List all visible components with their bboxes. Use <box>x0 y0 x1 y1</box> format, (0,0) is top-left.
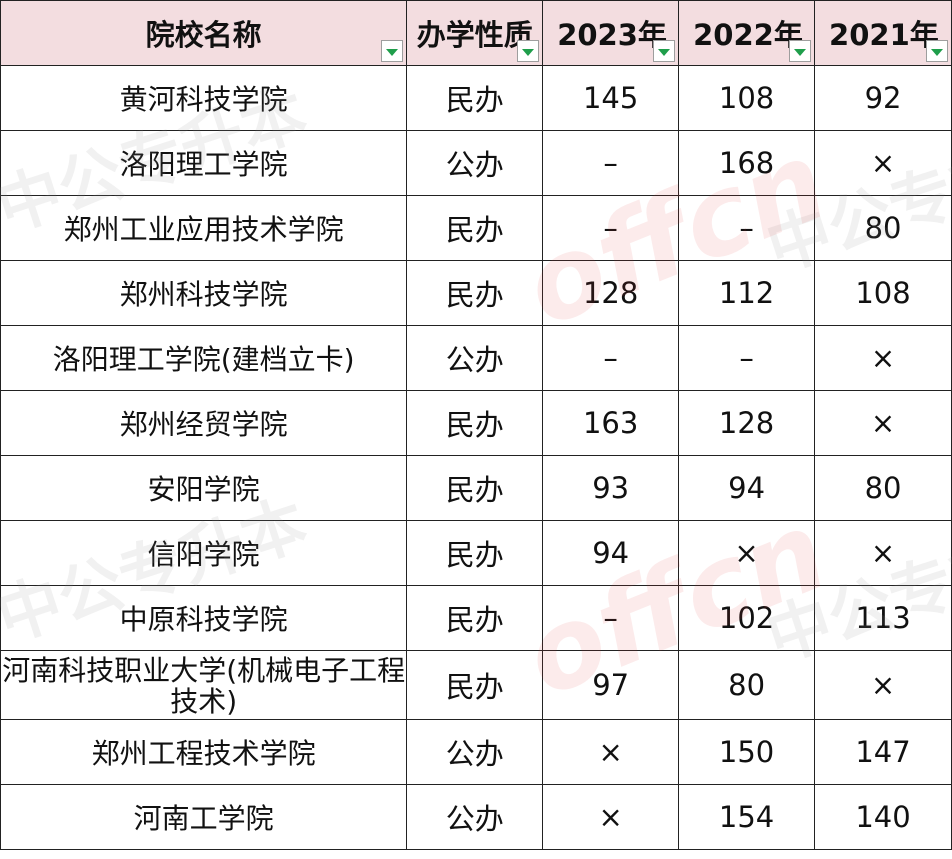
table-row: 郑州经贸学院 民办 163 128 × <box>0 390 952 456</box>
header-type: 办学性质 <box>406 0 544 66</box>
table-row: 河南工学院 公办 × 154 140 <box>0 784 952 850</box>
cell-2021[interactable]: 80 <box>814 195 952 261</box>
cell-2023[interactable]: – <box>542 195 680 261</box>
cell-type[interactable]: 民办 <box>406 260 544 326</box>
cell-2022[interactable]: 154 <box>678 784 816 850</box>
header-school: 院校名称 <box>0 0 408 66</box>
cell-2023[interactable]: – <box>542 325 680 391</box>
table-row: 洛阳理工学院(建档立卡) 公办 – – × <box>0 325 952 391</box>
header-2021: 2021年 <box>814 0 952 66</box>
table-row: 黄河科技学院 民办 145 108 92 <box>0 65 952 131</box>
table-row: 郑州工业应用技术学院 民办 – – 80 <box>0 195 952 261</box>
cell-2023[interactable]: – <box>542 130 680 196</box>
cell-2021[interactable]: 92 <box>814 65 952 131</box>
cell-2021[interactable]: × <box>814 650 952 720</box>
cell-2021[interactable]: 113 <box>814 585 952 651</box>
cell-2021[interactable]: 80 <box>814 455 952 521</box>
cell-2022[interactable]: 108 <box>678 65 816 131</box>
filter-dropdown-school[interactable] <box>381 40 404 62</box>
cell-school[interactable]: 河南科技职业大学(机械电子工程技术) <box>0 650 408 720</box>
cell-school[interactable]: 洛阳理工学院 <box>0 130 408 196</box>
cell-2023[interactable]: 163 <box>542 390 680 456</box>
cell-school[interactable]: 信阳学院 <box>0 520 408 586</box>
cell-2022[interactable]: 102 <box>678 585 816 651</box>
cell-school[interactable]: 郑州工程技术学院 <box>0 719 408 785</box>
cell-type[interactable]: 民办 <box>406 455 544 521</box>
table-row: 洛阳理工学院 公办 – 168 × <box>0 130 952 196</box>
cell-2021[interactable]: × <box>814 390 952 456</box>
cell-school[interactable]: 河南工学院 <box>0 784 408 850</box>
cell-2021[interactable]: 147 <box>814 719 952 785</box>
header-2021-label: 2021年 <box>829 18 939 52</box>
chevron-down-icon <box>658 48 671 56</box>
header-row: 院校名称 办学性质 2023年 2022年 2021年 <box>0 0 952 66</box>
cell-type[interactable]: 公办 <box>406 325 544 391</box>
cell-2022[interactable]: 80 <box>678 650 816 720</box>
table-row: 郑州工程技术学院 公办 × 150 147 <box>0 719 952 785</box>
table-row: 河南科技职业大学(机械电子工程技术) 民办 97 80 × <box>0 650 952 720</box>
cell-type[interactable]: 民办 <box>406 520 544 586</box>
cell-school[interactable]: 黄河科技学院 <box>0 65 408 131</box>
filter-dropdown-2023[interactable] <box>653 40 676 62</box>
cell-2021[interactable]: 140 <box>814 784 952 850</box>
cell-2023[interactable]: × <box>542 719 680 785</box>
cell-2023[interactable]: – <box>542 585 680 651</box>
header-2022-label: 2022年 <box>693 18 803 52</box>
filter-dropdown-2022[interactable] <box>789 40 812 62</box>
table-row: 安阳学院 民办 93 94 80 <box>0 455 952 521</box>
cell-2021[interactable]: 108 <box>814 260 952 326</box>
cell-school[interactable]: 郑州科技学院 <box>0 260 408 326</box>
cell-school[interactable]: 安阳学院 <box>0 455 408 521</box>
cell-school[interactable]: 中原科技学院 <box>0 585 408 651</box>
cell-type[interactable]: 公办 <box>406 784 544 850</box>
cell-2022[interactable]: – <box>678 325 816 391</box>
filter-dropdown-type[interactable] <box>517 40 540 62</box>
cell-2023[interactable]: 97 <box>542 650 680 720</box>
cell-type[interactable]: 民办 <box>406 650 544 720</box>
chevron-down-icon <box>794 48 807 56</box>
chevron-down-icon <box>522 48 535 56</box>
chevron-down-icon <box>931 48 943 56</box>
cell-2023[interactable]: 145 <box>542 65 680 131</box>
cell-school[interactable]: 郑州工业应用技术学院 <box>0 195 408 261</box>
header-2022: 2022年 <box>678 0 816 66</box>
cell-school[interactable]: 洛阳理工学院(建档立卡) <box>0 325 408 391</box>
cell-2022[interactable]: 150 <box>678 719 816 785</box>
header-2023-label: 2023年 <box>557 18 667 52</box>
table-row: 信阳学院 民办 94 × × <box>0 520 952 586</box>
filter-dropdown-2021[interactable] <box>926 40 948 62</box>
cell-2022[interactable]: – <box>678 195 816 261</box>
cell-2023[interactable]: 128 <box>542 260 680 326</box>
chevron-down-icon <box>386 48 399 56</box>
cell-type[interactable]: 民办 <box>406 65 544 131</box>
cell-2022[interactable]: 94 <box>678 455 816 521</box>
cell-2023[interactable]: 93 <box>542 455 680 521</box>
cell-type[interactable]: 公办 <box>406 130 544 196</box>
cell-2023[interactable]: 94 <box>542 520 680 586</box>
cell-2021[interactable]: × <box>814 520 952 586</box>
table-row: 中原科技学院 民办 – 102 113 <box>0 585 952 651</box>
header-school-label: 院校名称 <box>145 18 262 52</box>
cell-type[interactable]: 民办 <box>406 195 544 261</box>
header-type-label: 办学性质 <box>416 18 533 52</box>
cell-2021[interactable]: × <box>814 325 952 391</box>
cell-2021[interactable]: × <box>814 130 952 196</box>
cell-2022[interactable]: 128 <box>678 390 816 456</box>
cell-2022[interactable]: 112 <box>678 260 816 326</box>
cell-2022[interactable]: × <box>678 520 816 586</box>
cell-type[interactable]: 公办 <box>406 719 544 785</box>
table-row: 郑州科技学院 民办 128 112 108 <box>0 260 952 326</box>
cell-school[interactable]: 郑州经贸学院 <box>0 390 408 456</box>
header-2023: 2023年 <box>542 0 680 66</box>
cell-type[interactable]: 民办 <box>406 585 544 651</box>
cell-2022[interactable]: 168 <box>678 130 816 196</box>
cell-2023[interactable]: × <box>542 784 680 850</box>
cell-type[interactable]: 民办 <box>406 390 544 456</box>
